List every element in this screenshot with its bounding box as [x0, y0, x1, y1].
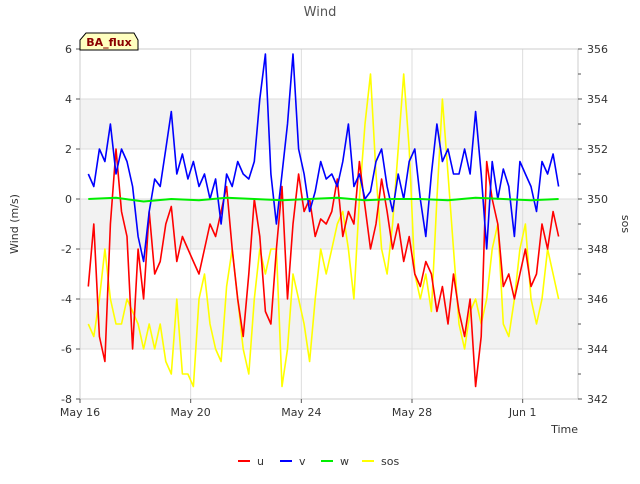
- y-left-tick-label: 2: [65, 143, 72, 156]
- legend: u v w sos: [238, 455, 399, 468]
- series-line-u: [87, 148, 560, 388]
- grid-band: [80, 99, 578, 149]
- x-tick-label: Jun 1: [508, 406, 537, 419]
- site-label-badge: BA_flux: [79, 32, 139, 51]
- site-label: BA_flux: [86, 36, 131, 49]
- grid-band: [80, 199, 578, 249]
- y-left-tick-label: 0: [65, 193, 72, 206]
- legend-label-v: v: [299, 455, 306, 468]
- y-right-tick-label: 356: [587, 43, 608, 56]
- y-axis-left-label: Wind (m/s): [8, 194, 21, 254]
- chart-title: Wind: [304, 5, 337, 20]
- series-line-v: [87, 53, 560, 263]
- legend-label-sos: sos: [381, 455, 399, 468]
- y-left-tick-label: -6: [61, 343, 72, 356]
- x-tick-label: May 16: [60, 406, 100, 419]
- y-right-tick-label: 348: [587, 243, 608, 256]
- series-line-w: [88, 196, 559, 203]
- y-left-tick-label: 4: [65, 93, 72, 106]
- y-right-tick-label: 346: [587, 293, 608, 306]
- x-tick-label: May 24: [281, 406, 321, 419]
- y-right-tick-label: 344: [587, 343, 608, 356]
- y-left-tick-label: -8: [61, 393, 72, 406]
- legend-label-w: w: [340, 455, 349, 468]
- y-right-tick-label: 350: [587, 193, 608, 206]
- y-axis-right-label: sos: [619, 215, 632, 233]
- legend-label-u: u: [257, 455, 264, 468]
- y-left-tick-label: -4: [61, 293, 72, 306]
- series-line-sos: [87, 73, 560, 388]
- y-right-tick-label: 352: [587, 143, 608, 156]
- y-right-tick-label: 342: [587, 393, 608, 406]
- x-tick-label: May 20: [171, 406, 211, 419]
- x-tick-label: May 28: [392, 406, 432, 419]
- y-left-tick-label: -2: [61, 243, 72, 256]
- x-axis-label: Time: [550, 423, 578, 436]
- y-right-tick-label: 354: [587, 93, 608, 106]
- y-left-tick-label: 6: [65, 43, 72, 56]
